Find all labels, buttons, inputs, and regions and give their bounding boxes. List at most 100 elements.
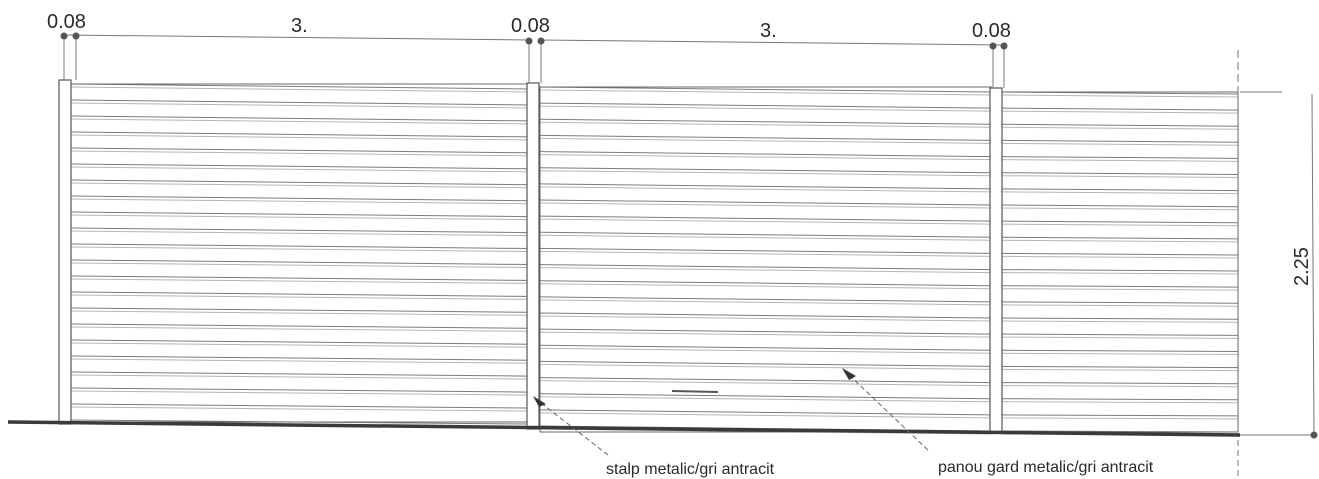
panel-slat xyxy=(1001,223,1239,227)
panel-slat xyxy=(539,331,992,338)
panel-slat xyxy=(70,86,529,93)
panel-slat xyxy=(1001,382,1239,385)
panel-slat xyxy=(1001,204,1239,208)
dimension-label-panel-1: 3. xyxy=(291,15,308,37)
panel-slat xyxy=(539,234,992,241)
panel-slat xyxy=(539,134,992,141)
dimension-line-top-right xyxy=(539,39,1005,46)
panel-slat xyxy=(539,86,992,93)
panel-slat xyxy=(1001,110,1239,114)
panel-slat xyxy=(70,134,529,141)
panel-slat xyxy=(539,344,992,351)
panel-slat xyxy=(1001,220,1239,224)
panel-slat xyxy=(70,214,529,221)
panel-slat xyxy=(70,150,529,157)
panel-slat xyxy=(70,307,529,313)
panel-slat xyxy=(539,280,992,287)
panel-slat xyxy=(539,347,992,354)
panel-slat xyxy=(1001,269,1239,272)
panel-slat xyxy=(70,374,529,380)
panel-slat xyxy=(539,183,992,190)
panel-slat xyxy=(1001,365,1239,369)
panel-slat xyxy=(70,326,529,332)
top-dimension-chain: 0.08 3. 0.08 3. 0.08 xyxy=(47,11,1239,92)
panel-slat xyxy=(70,115,529,122)
panel-slat xyxy=(1001,401,1239,404)
panel-detail-mark xyxy=(671,390,719,393)
panel-slat xyxy=(70,246,529,252)
panel-slat xyxy=(1001,349,1239,352)
panel-slat xyxy=(70,166,529,173)
leader-panel xyxy=(842,368,931,453)
dimension-label-post-2: 0.08 xyxy=(511,15,550,37)
panel-slat xyxy=(70,195,529,202)
panel-slat xyxy=(539,296,992,303)
panel-slat xyxy=(539,412,992,419)
panel-slat xyxy=(1001,126,1239,130)
panel-slat xyxy=(1001,385,1239,388)
panel-slat xyxy=(539,409,992,416)
panel-slat xyxy=(539,121,992,128)
dimension-label-post-1: 0.08 xyxy=(47,11,86,33)
panel-slat xyxy=(70,291,529,297)
leader-post xyxy=(533,396,609,456)
panel-slat xyxy=(1001,320,1239,323)
dimension-label-panel-2: 3. xyxy=(760,20,777,42)
panel-slat xyxy=(70,227,529,234)
fence-panel-1 xyxy=(70,83,529,428)
panel-slat xyxy=(1001,156,1239,159)
fence-post-2 xyxy=(526,82,540,430)
panel-slat xyxy=(539,377,992,384)
dimension-label-post-3: 0.08 xyxy=(972,20,1011,42)
panel-slat xyxy=(70,179,529,186)
panel-slat xyxy=(539,312,992,319)
panel-slat xyxy=(539,118,992,125)
panel-slat xyxy=(70,118,529,125)
panel-slat xyxy=(539,105,992,112)
panel-slat xyxy=(1001,352,1239,355)
panel-slat xyxy=(539,328,992,335)
panel-slat xyxy=(1001,304,1239,307)
panel-slat xyxy=(539,283,992,290)
panel-slat xyxy=(1001,417,1239,420)
panel-slat xyxy=(1001,207,1239,211)
panel-slat xyxy=(70,198,529,205)
panel-slat xyxy=(70,243,529,249)
panel-slat xyxy=(539,218,992,225)
panel-slat xyxy=(1001,142,1239,146)
panel-slat xyxy=(539,380,992,387)
panel-slat xyxy=(1001,336,1239,339)
panel-slat xyxy=(1001,123,1239,127)
panel-slat xyxy=(1001,398,1239,401)
panel-slat xyxy=(70,342,529,348)
panel-slat xyxy=(1001,175,1239,178)
panel-slat xyxy=(539,267,992,274)
dimension-label-height: 2.25 xyxy=(1291,247,1313,286)
panel-slat xyxy=(539,393,992,400)
panel-slat xyxy=(70,387,529,393)
panel-slat xyxy=(539,102,992,109)
panel-slat xyxy=(1001,317,1239,320)
dimension-dot xyxy=(60,32,68,40)
panel-slat xyxy=(1001,333,1239,336)
panel-slat xyxy=(539,170,992,177)
dimension-dot xyxy=(1310,431,1318,439)
dimension-dot xyxy=(1000,42,1008,50)
annotation-panel: panou gard metalic/gri antracit xyxy=(938,459,1154,476)
panel-slat xyxy=(70,83,529,90)
fence-panel-3-outline xyxy=(1001,91,1239,433)
panel-slat xyxy=(70,294,529,300)
panel-slat xyxy=(70,230,529,237)
panel-slat xyxy=(70,406,529,412)
panel-slat xyxy=(70,147,529,154)
panel-slat xyxy=(1001,255,1239,259)
panel-slat xyxy=(539,231,992,238)
panel-slat xyxy=(1001,288,1239,291)
panel-slat xyxy=(539,250,992,257)
panel-slat xyxy=(70,259,529,265)
panel-slat xyxy=(70,102,529,109)
panel-slat xyxy=(70,310,529,316)
panel-slat xyxy=(1001,368,1239,372)
panel-slat xyxy=(1001,159,1239,162)
